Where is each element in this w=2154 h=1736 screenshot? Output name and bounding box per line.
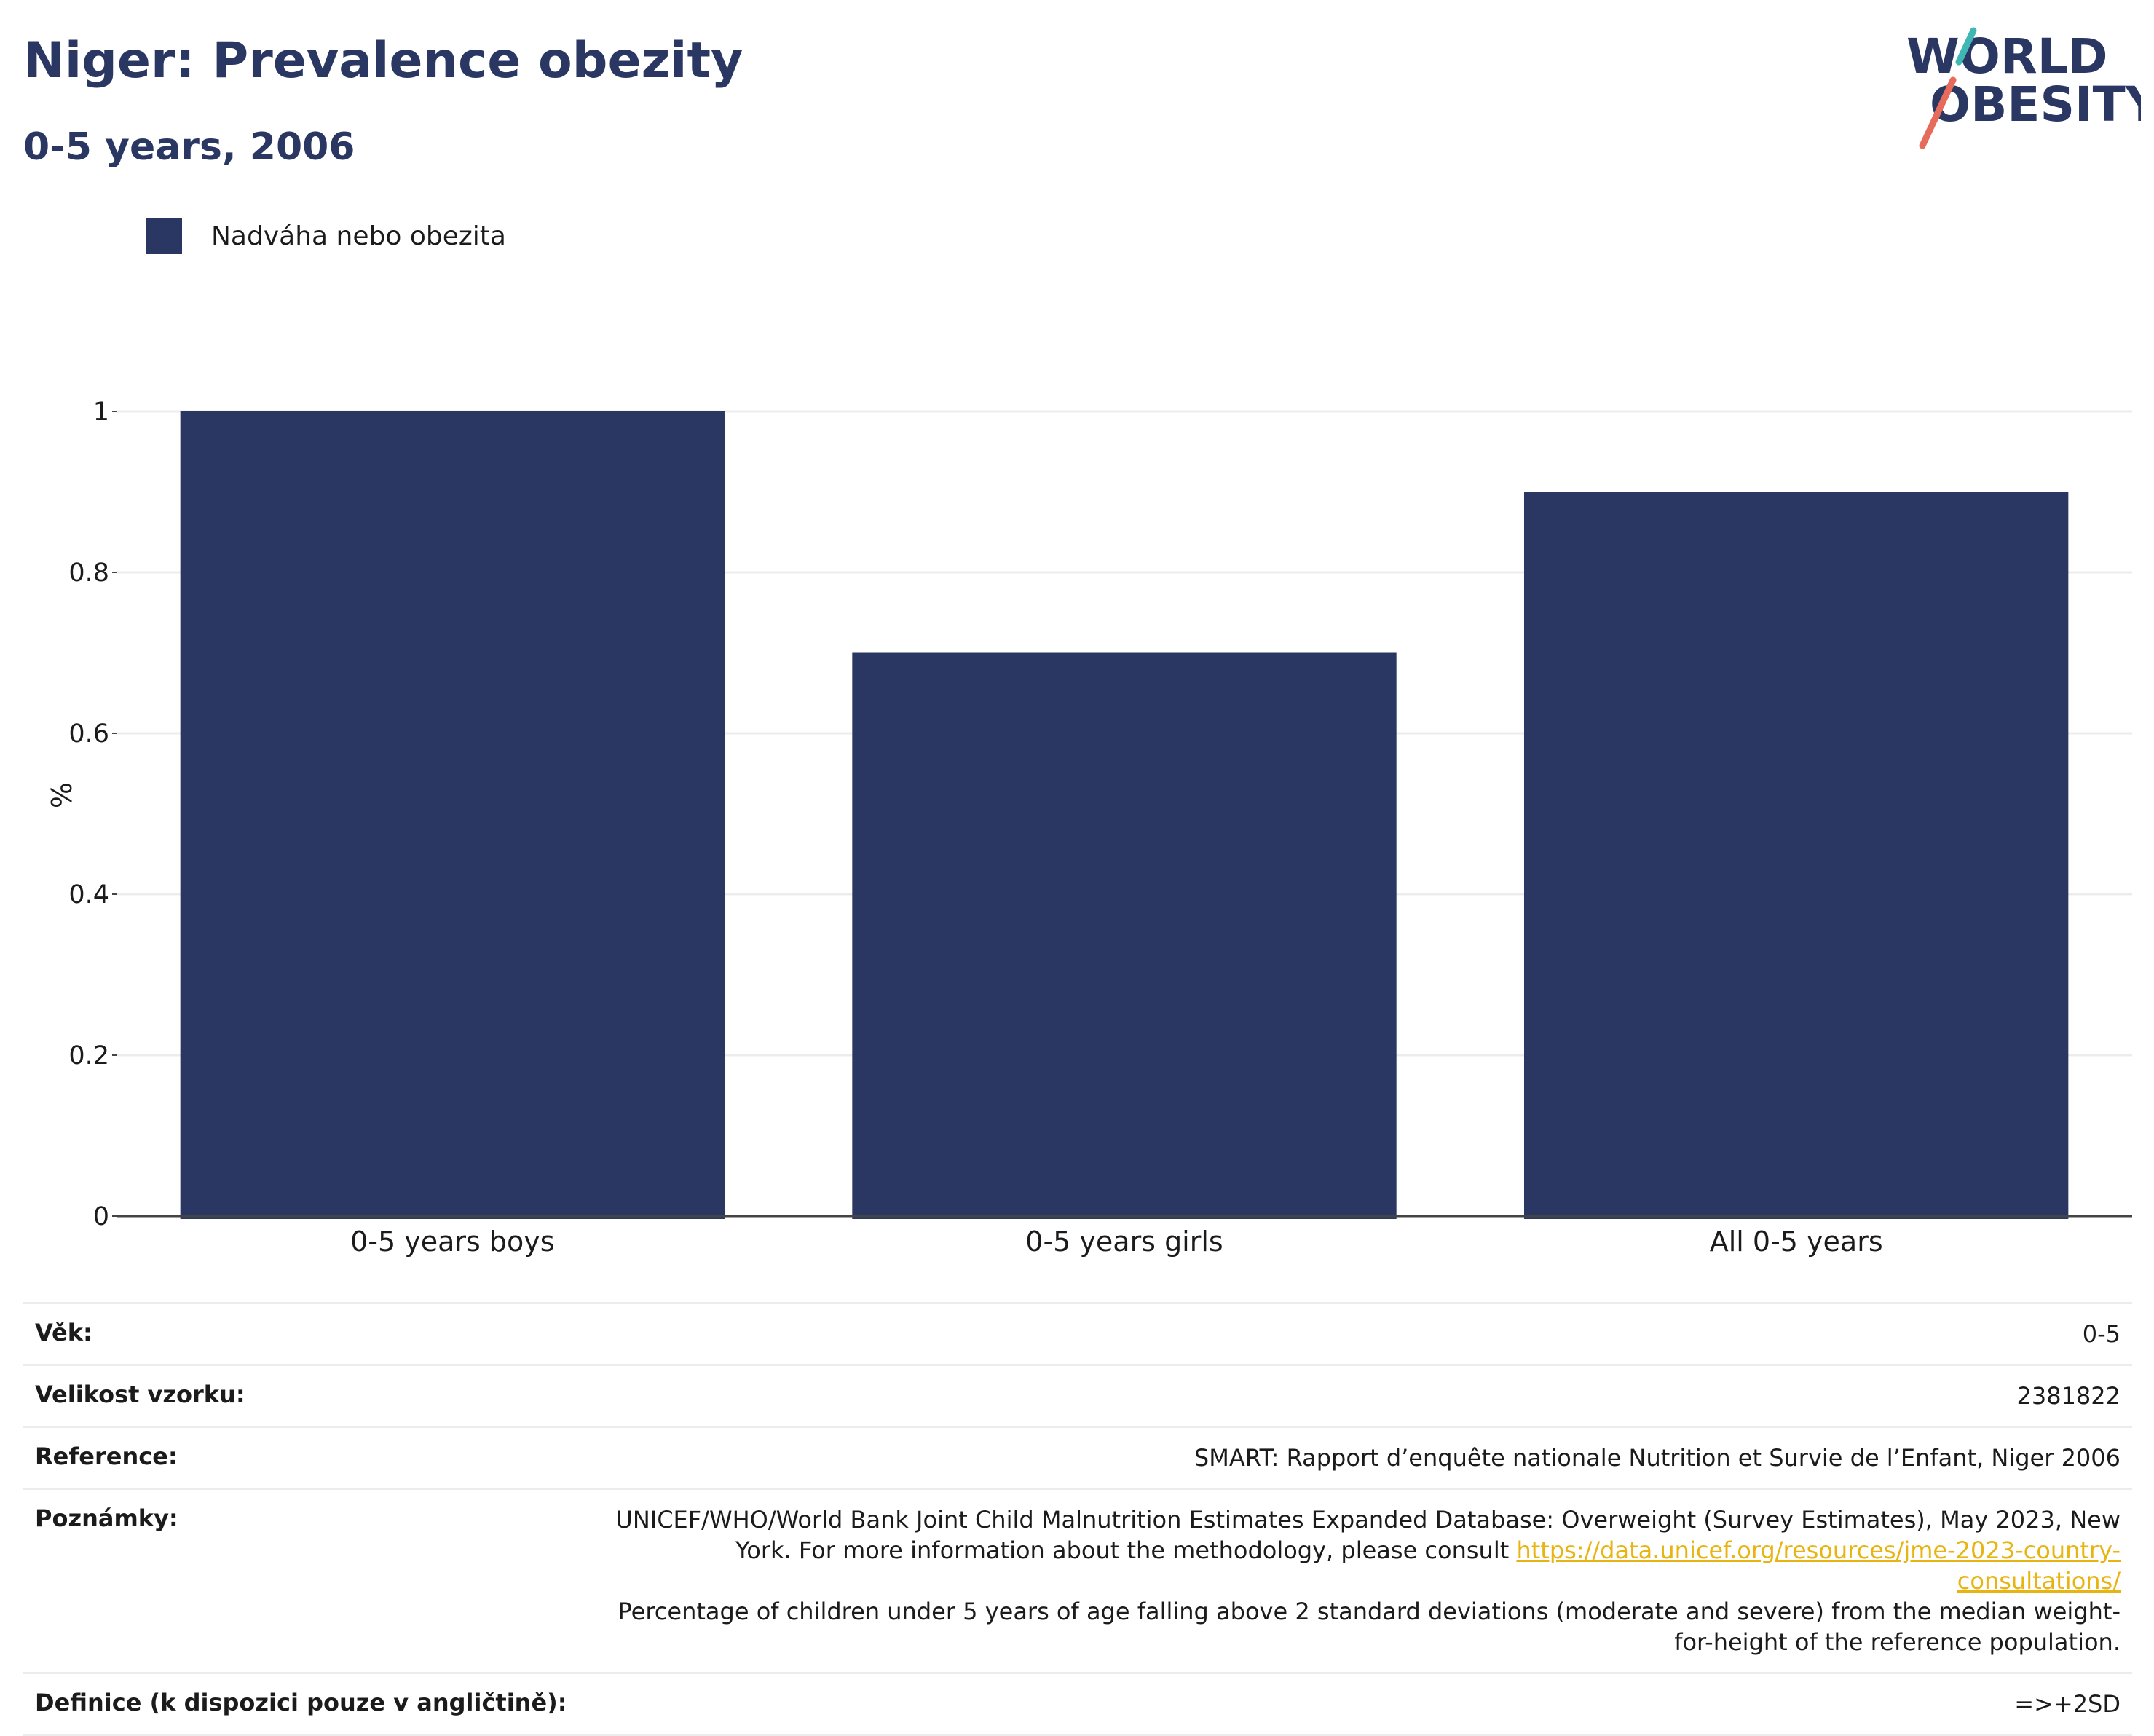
bars — [180, 411, 2069, 1220]
info-row-notes: Poznámky: UNICEF/WHO/World Bank Joint Ch… — [23, 1488, 2132, 1673]
notes-text: UNICEF/WHO/World Bank Joint Child Malnut… — [600, 1489, 2132, 1673]
chart-title: Niger: Prevalence obezity — [23, 32, 743, 90]
logo-line-1: WORLD — [1906, 28, 2108, 84]
y-tick-label: 0.2 — [68, 1041, 109, 1070]
logo-slash-coral — [1919, 76, 1957, 149]
legend-swatch — [146, 218, 182, 254]
bar[interactable] — [180, 411, 725, 1219]
bar[interactable] — [852, 652, 1397, 1220]
chart-subtitle: 0-5 years, 2006 — [23, 125, 355, 169]
info-value: SMART: Rapport d’enquête nationale Nutri… — [1194, 1444, 2121, 1472]
info-row-reference: Reference: SMART: Rapport d’enquête nati… — [23, 1427, 2132, 1489]
y-tick-label: 0.4 — [68, 880, 109, 910]
notes-text-after: Percentage of children under 5 years of … — [618, 1598, 2121, 1656]
info-label: Velikost vzorku: — [35, 1381, 245, 1408]
notes-text-before: UNICEF/WHO/World Bank Joint Child Malnut… — [615, 1506, 2121, 1564]
info-table: Věk: 0-5 Velikost vzorku: 2381822 Refere… — [23, 1302, 2132, 1736]
chart-legend: Nadváha nebo obezita — [146, 217, 506, 255]
info-value: =>+2SD — [2014, 1690, 2121, 1718]
x-category-label: 0-5 years boys — [350, 1226, 554, 1258]
y-tick-label: 1 — [93, 398, 109, 427]
bar[interactable] — [1523, 492, 2069, 1220]
methodology-link[interactable]: https://data.unicef.org/resources/jme-20… — [1516, 1536, 2121, 1595]
info-value: 0-5 — [2082, 1320, 2121, 1348]
y-tick-label: 0 — [93, 1202, 109, 1231]
world-obesity-logo: WORLD OBESITY — [1906, 27, 2141, 149]
info-row-sample-size: Velikost vzorku: 2381822 — [23, 1365, 2132, 1427]
info-row-age: Věk: 0-5 — [23, 1303, 2132, 1365]
info-value: 2381822 — [2016, 1382, 2121, 1410]
info-label: Definice (k dispozici pouze v angličtině… — [35, 1689, 567, 1716]
y-tick-label: 0.6 — [68, 719, 109, 749]
logo-slash-teal — [1955, 27, 1977, 66]
info-label: Poznámky: — [35, 1504, 178, 1532]
y-axis-title: % — [44, 782, 76, 808]
x-category-label: 0-5 years girls — [1025, 1226, 1223, 1258]
info-label: Reference: — [35, 1443, 178, 1470]
axes: 0 0.2 0.4 0.6 0.8 1 0-5 years boys 0-5 years gi… — [68, 398, 2132, 1258]
info-label: Věk: — [35, 1319, 92, 1346]
info-row-definition: Definice (k dispozici pouze v angličtině… — [23, 1673, 2132, 1735]
logo-line-2: OBESITY — [1930, 76, 2141, 133]
x-category-label: All 0-5 years — [1710, 1226, 1883, 1258]
y-tick-label: 0.8 — [68, 559, 109, 588]
legend-label: Nadváha nebo obezita — [211, 221, 506, 251]
